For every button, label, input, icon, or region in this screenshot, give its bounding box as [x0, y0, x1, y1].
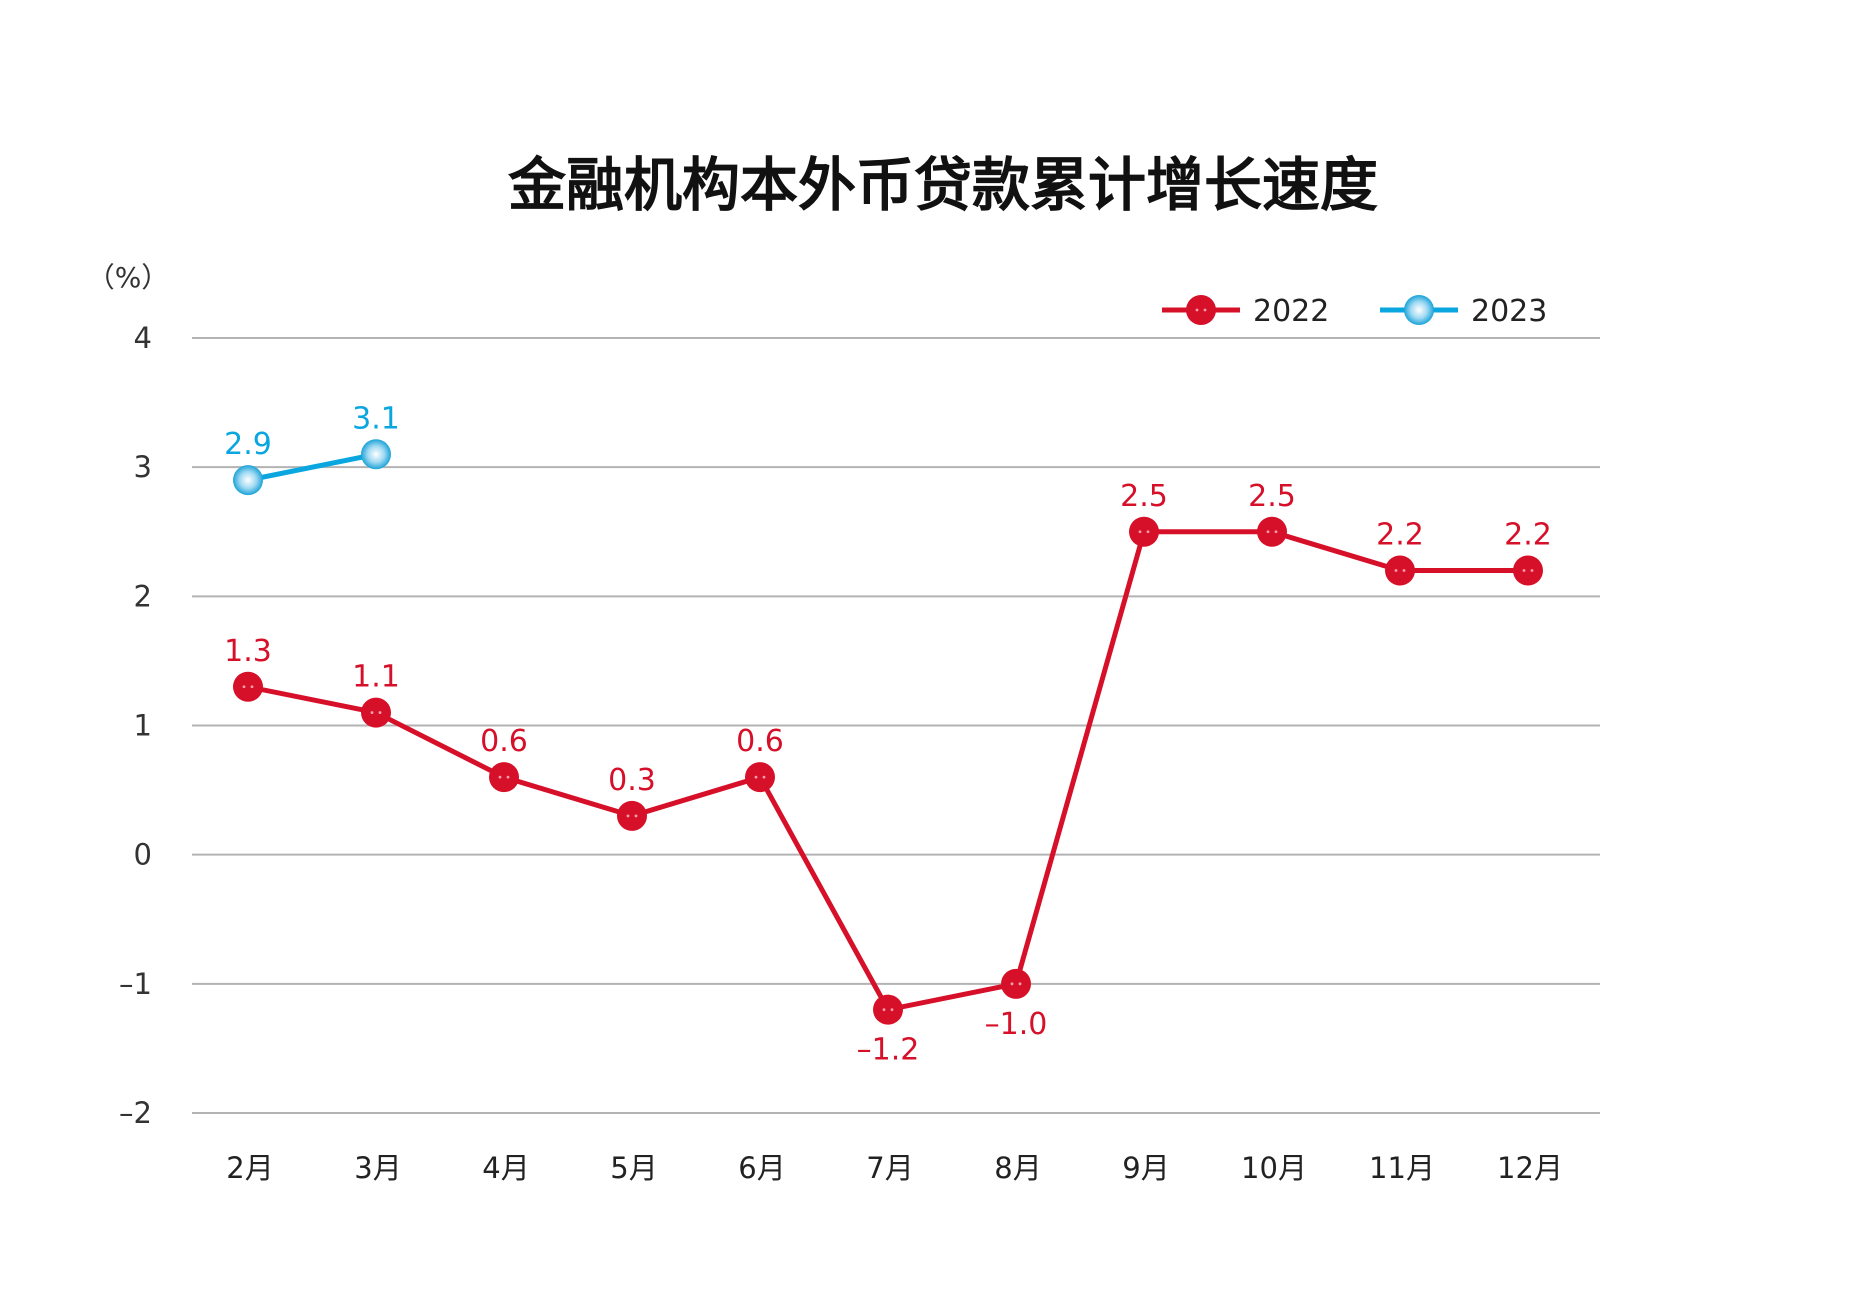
- data-label: 0.6: [736, 724, 784, 759]
- y-axis-unit-label: （%）: [87, 261, 170, 294]
- data-point: [1385, 555, 1415, 586]
- series-2023: 2.9 3.1: [224, 401, 400, 496]
- x-tick-label: 8月: [994, 1151, 1041, 1185]
- data-point-highlight: [1195, 308, 1199, 312]
- data-label: 0.3: [608, 763, 656, 798]
- data-label: 1.3: [224, 634, 272, 669]
- y-tick-label: 1: [134, 709, 152, 743]
- data-point-highlight: [634, 814, 638, 818]
- legend-label: 2023: [1471, 294, 1547, 329]
- data-label: –1.2: [857, 1033, 920, 1068]
- y-tick-label: 3: [134, 450, 152, 484]
- data-point: [1257, 516, 1287, 547]
- series-2022: 1.3 1.1 0.6 0.3 0.6 –1.2 –1.0 2.5 2.5 2.2 2.2: [224, 479, 1552, 1068]
- data-point: [233, 465, 263, 496]
- data-point: [873, 994, 903, 1025]
- data-point: [361, 697, 391, 728]
- data-label: 2.2: [1504, 518, 1552, 553]
- data-point-highlight: [1018, 982, 1022, 986]
- data-point: [1513, 555, 1543, 586]
- data-point-highlight: [1266, 530, 1270, 534]
- data-point: [745, 762, 775, 793]
- data-point: [233, 671, 263, 702]
- x-tick-label: 5月: [610, 1151, 657, 1185]
- data-point-highlight: [1522, 569, 1526, 572]
- data-point-highlight: [882, 1008, 886, 1012]
- x-tick-label: 6月: [738, 1151, 785, 1185]
- data-label: 2.9: [224, 427, 272, 462]
- y-axis-ticks: 4 3 2 1 0 –1 –2: [119, 321, 152, 1130]
- data-label: 2.5: [1248, 479, 1296, 514]
- x-tick-label: 9月: [1122, 1151, 1169, 1185]
- data-point-highlight: [1394, 569, 1398, 572]
- legend-item-2023: 2023: [1380, 294, 1547, 329]
- legend-swatch-marker: [1404, 295, 1434, 325]
- data-point-highlight: [1138, 530, 1142, 534]
- data-point-highlight: [378, 711, 382, 714]
- data-point-highlight: [1274, 530, 1278, 534]
- data-label: 3.1: [352, 401, 400, 436]
- data-label: 0.6: [480, 724, 528, 759]
- data-label: 2.5: [1120, 479, 1168, 514]
- chart-title: 金融机构本外币贷款累计增长速度: [508, 151, 1378, 219]
- data-point-highlight: [370, 711, 374, 714]
- x-tick-label: 7月: [866, 1151, 913, 1185]
- gridlines: [192, 337, 1600, 1114]
- data-point-highlight: [762, 775, 766, 779]
- x-tick-label: 4月: [482, 1151, 529, 1185]
- legend-label: 2022: [1253, 294, 1329, 329]
- data-point-highlight: [1010, 982, 1014, 986]
- series-line: [247, 451, 377, 483]
- data-label: –1.0: [985, 1007, 1048, 1042]
- legend: 2022 2023: [1162, 294, 1547, 329]
- x-tick-label: 11月: [1369, 1151, 1435, 1185]
- x-tick-label: 3月: [354, 1151, 401, 1185]
- series-layer: 1.3 1.1 0.6 0.3 0.6 –1.2 –1.0 2.5 2.5 2.2 2.2 2.9 3.…: [224, 401, 1552, 1067]
- data-point-highlight: [498, 775, 502, 779]
- data-label: 1.1: [352, 660, 400, 695]
- data-point: [617, 800, 647, 831]
- y-tick-label: –1: [119, 967, 152, 1001]
- data-point: [1129, 516, 1159, 547]
- data-point-highlight: [1203, 308, 1207, 312]
- data-point-highlight: [890, 1008, 894, 1012]
- series-line: [247, 529, 1528, 1013]
- x-tick-label: 10月: [1241, 1151, 1307, 1185]
- data-point-highlight: [506, 775, 510, 779]
- y-tick-label: –2: [119, 1096, 152, 1130]
- data-point-highlight: [242, 685, 246, 689]
- x-axis-ticks: 2月 3月 4月 5月 6月 7月 8月 9月 10月 11月 12月: [226, 1151, 1563, 1185]
- legend-swatch-marker: [1186, 295, 1216, 325]
- y-tick-label: 0: [134, 838, 152, 872]
- data-point: [361, 439, 391, 470]
- y-tick-label: 4: [134, 321, 152, 355]
- y-tick-label: 2: [134, 579, 152, 613]
- data-point-highlight: [250, 685, 254, 689]
- data-point-highlight: [1402, 569, 1406, 572]
- x-tick-label: 12月: [1497, 1151, 1563, 1185]
- data-point-highlight: [754, 775, 758, 779]
- data-label: 2.2: [1376, 518, 1424, 553]
- x-tick-label: 2月: [226, 1151, 273, 1185]
- data-point-highlight: [626, 814, 630, 818]
- data-point-highlight: [1530, 569, 1534, 572]
- legend-item-2022: 2022: [1162, 294, 1329, 329]
- data-point-highlight: [1146, 530, 1150, 534]
- data-point: [489, 762, 519, 793]
- data-point: [1001, 968, 1031, 999]
